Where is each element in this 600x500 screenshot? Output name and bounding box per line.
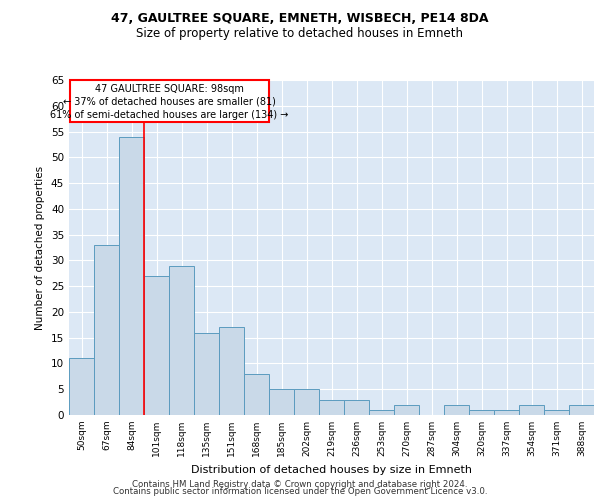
Text: 47 GAULTREE SQUARE: 98sqm: 47 GAULTREE SQUARE: 98sqm [95,84,244,94]
Bar [544,410,569,415]
Bar [219,328,244,415]
Bar [94,245,119,415]
Text: 47, GAULTREE SQUARE, EMNETH, WISBECH, PE14 8DA: 47, GAULTREE SQUARE, EMNETH, WISBECH, PE… [111,12,489,26]
FancyBboxPatch shape [70,80,269,122]
Text: Contains HM Land Registry data © Crown copyright and database right 2024.: Contains HM Land Registry data © Crown c… [132,480,468,489]
Bar [294,389,319,415]
Bar [169,266,194,415]
Bar [494,410,519,415]
Bar [144,276,169,415]
Y-axis label: Number of detached properties: Number of detached properties [35,166,46,330]
Bar [444,404,469,415]
Bar [194,332,219,415]
Bar [69,358,94,415]
Text: Size of property relative to detached houses in Emneth: Size of property relative to detached ho… [137,28,464,40]
Bar [344,400,369,415]
Bar [569,404,594,415]
Bar [319,400,344,415]
Bar [269,389,294,415]
Bar [369,410,394,415]
Bar [394,404,419,415]
Bar [119,136,144,415]
Text: Contains public sector information licensed under the Open Government Licence v3: Contains public sector information licen… [113,488,487,496]
Bar [469,410,494,415]
Bar [519,404,544,415]
Text: ← 37% of detached houses are smaller (81): ← 37% of detached houses are smaller (81… [63,96,275,106]
Text: 61% of semi-detached houses are larger (134) →: 61% of semi-detached houses are larger (… [50,110,289,120]
Bar [244,374,269,415]
X-axis label: Distribution of detached houses by size in Emneth: Distribution of detached houses by size … [191,464,472,474]
